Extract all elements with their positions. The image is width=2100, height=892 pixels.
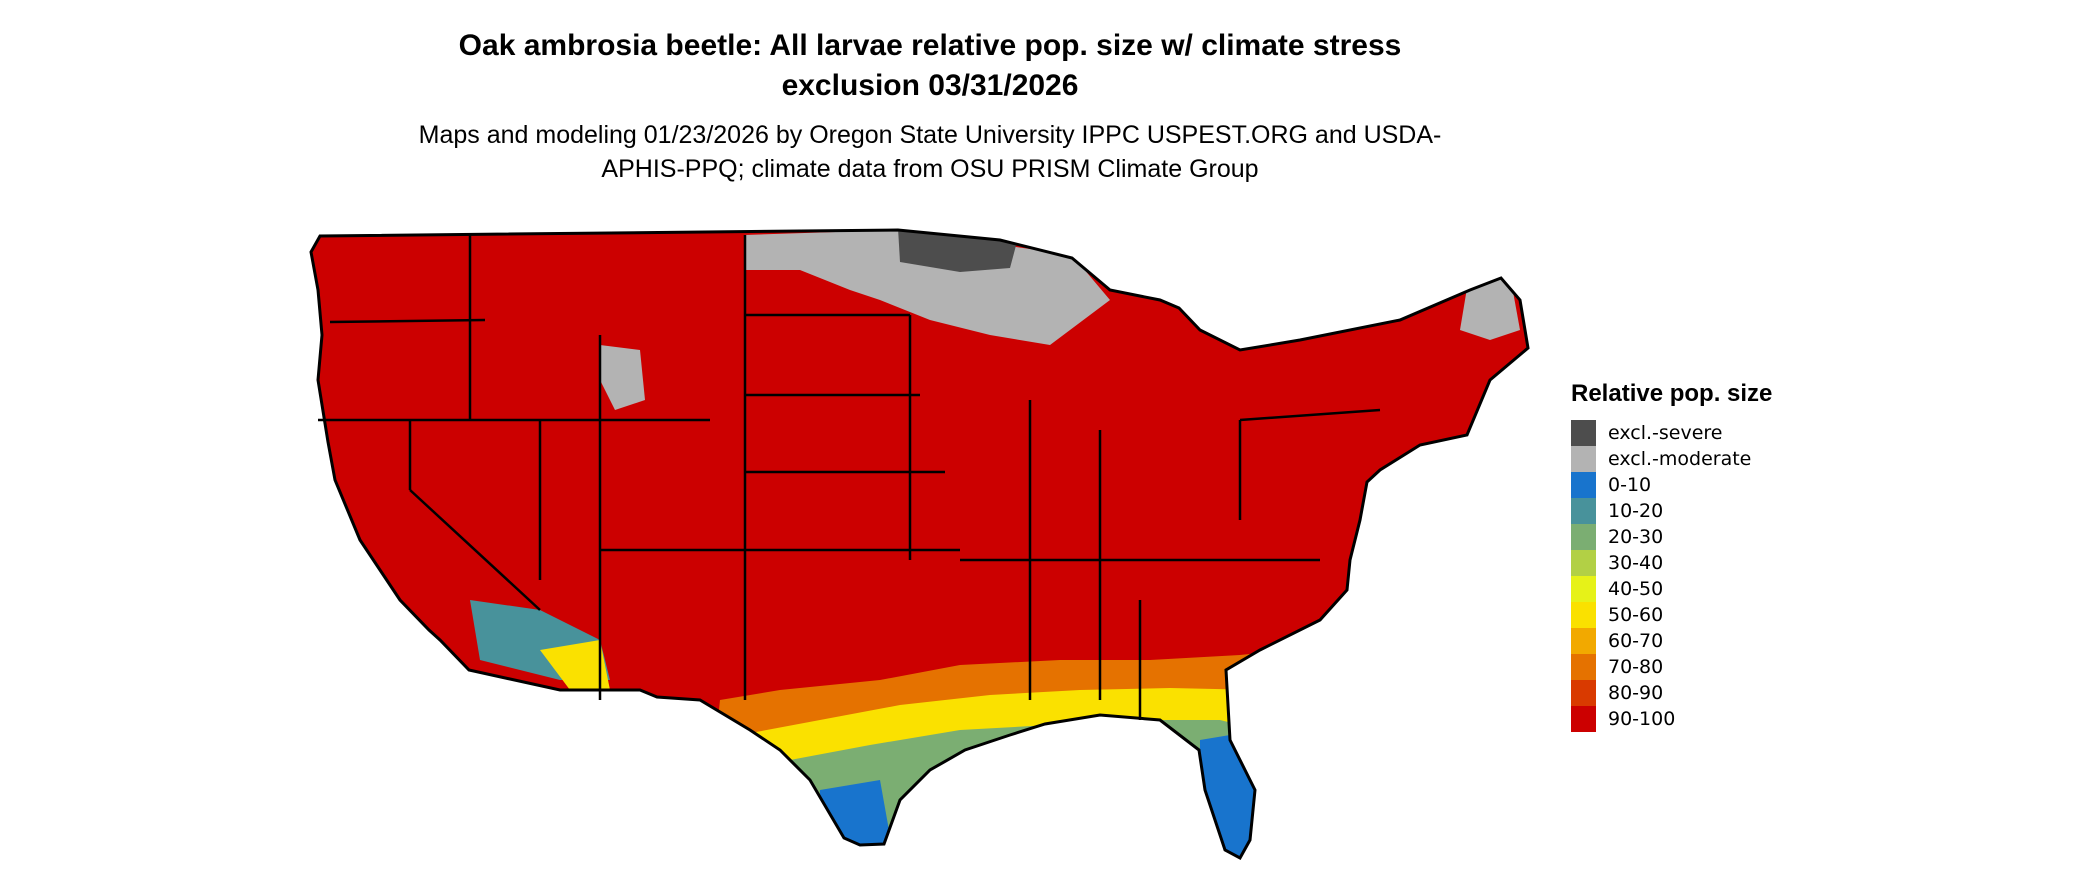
legend-items: excl.-severe excl.-moderate 0-10 10-20 20-30… <box>1571 420 1772 732</box>
map-title: Oak ambrosia beetle: All larvae relative… <box>458 29 1402 102</box>
zone-0-10 <box>820 780 900 858</box>
legend-label: 0-10 <box>1608 474 1652 496</box>
legend-label: 30-40 <box>1608 552 1664 574</box>
state-borders <box>318 235 1381 720</box>
legend-item: 30-40 <box>1571 550 1772 576</box>
legend-swatch <box>1571 628 1596 654</box>
legend-title: Relative pop. size <box>1571 380 1773 407</box>
legend-swatch <box>1571 680 1596 706</box>
legend-swatch <box>1571 498 1596 524</box>
legend-item: 40-50 <box>1571 576 1772 602</box>
legend-label: 10-20 <box>1608 500 1664 522</box>
legend-item: 0-10 <box>1571 472 1772 498</box>
legend-swatch <box>1571 576 1596 602</box>
legend-label: 20-30 <box>1608 526 1664 548</box>
legend-swatch <box>1571 420 1596 446</box>
legend-swatch <box>1571 654 1596 680</box>
legend-swatch <box>1571 472 1596 498</box>
legend-item: 10-20 <box>1571 498 1772 524</box>
legend-item: excl.-moderate <box>1571 446 1772 472</box>
legend-item: 90-100 <box>1571 706 1772 732</box>
legend-label: 70-80 <box>1608 656 1664 678</box>
zone-excl-moderate <box>744 230 1110 345</box>
legend-label: excl.-severe <box>1608 422 1723 444</box>
legend-swatch <box>1571 550 1596 576</box>
zone-excl-moderate-ne <box>1460 270 1520 340</box>
legend-item: 50-60 <box>1571 602 1772 628</box>
us-outline <box>309 228 1530 861</box>
legend-label: 60-70 <box>1608 630 1664 652</box>
legend-item: excl.-severe <box>1571 420 1772 446</box>
legend-item: 60-70 <box>1571 628 1772 654</box>
legend-swatch <box>1571 602 1596 628</box>
legend-swatch <box>1571 446 1596 472</box>
legend: Relative pop. size excl.-severe excl.-mod… <box>1571 380 1772 732</box>
zone-0-10-fl <box>1200 735 1270 858</box>
legend-label: 80-90 <box>1608 682 1664 704</box>
legend-swatch <box>1571 706 1596 732</box>
map-subtitle: Maps and modeling 01/23/2026 by Oregon S… <box>418 121 1442 183</box>
legend-item: 80-90 <box>1571 680 1772 706</box>
legend-label: 90-100 <box>1608 708 1676 730</box>
legend-item: 20-30 <box>1571 524 1772 550</box>
zone-az-yellow <box>540 640 610 690</box>
legend-label: 50-60 <box>1608 604 1664 626</box>
zone-excl-moderate-wy <box>600 345 645 410</box>
legend-label: excl.-moderate <box>1608 448 1752 470</box>
legend-swatch <box>1571 524 1596 550</box>
legend-label: 40-50 <box>1608 578 1664 600</box>
legend-item: 70-80 <box>1571 654 1772 680</box>
